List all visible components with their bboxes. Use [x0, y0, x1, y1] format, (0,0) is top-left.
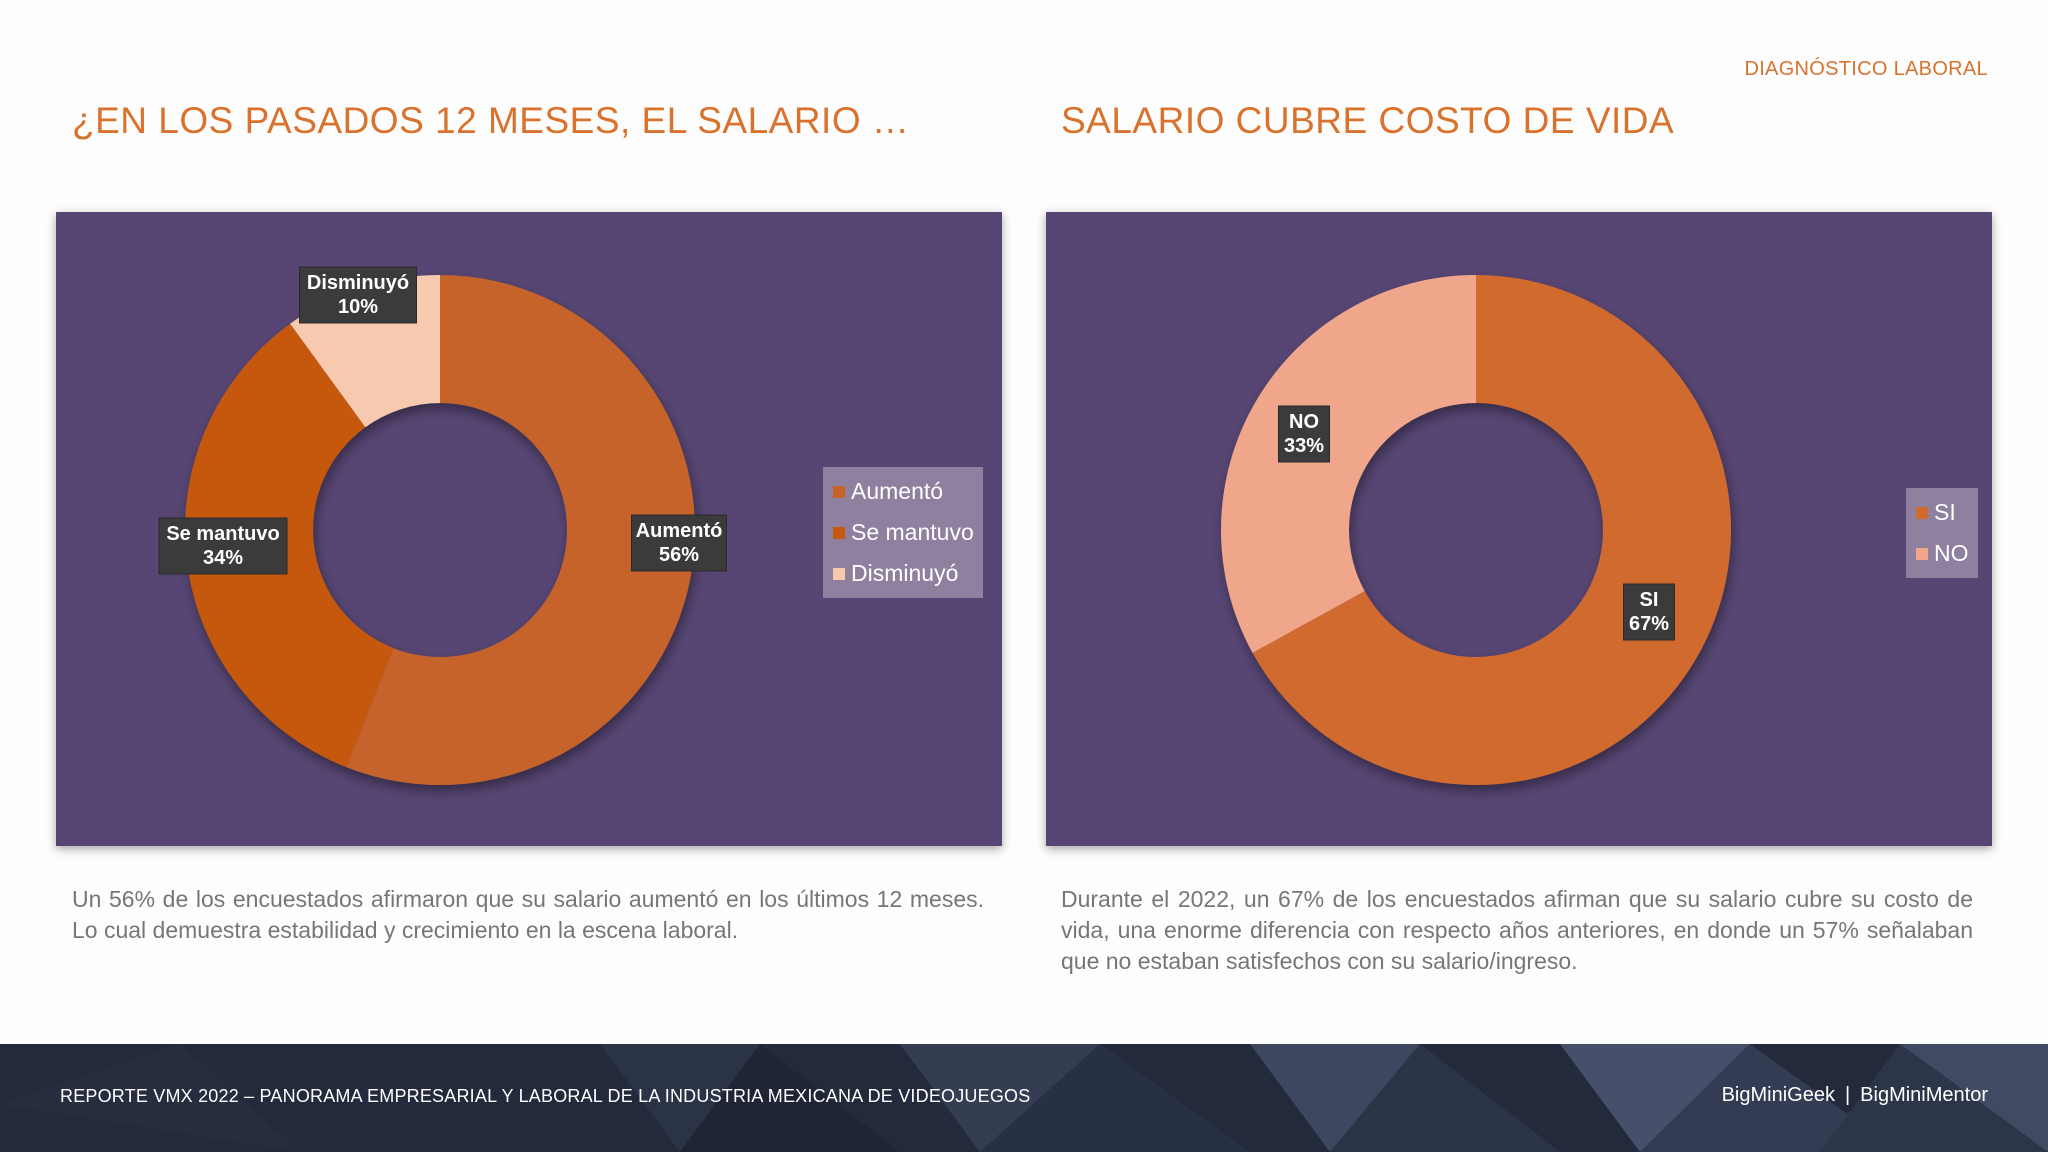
- slice-aumento: [346, 275, 696, 785]
- legend-label: Aumentó: [851, 478, 944, 504]
- legend-item-si: SI: [1916, 492, 1969, 533]
- legend-item-disminuyo: Disminuyó: [833, 553, 974, 594]
- data-label-box: [1278, 405, 1330, 463]
- cost-of-living-chart: SI 67% NO 33% SI NO: [1046, 212, 1992, 846]
- data-label-category: NO: [1289, 411, 1319, 433]
- legend-item-aumento: Aumentó: [833, 471, 974, 512]
- legend-swatch: [833, 526, 845, 539]
- left-panel-description: Un 56% de los encuestados afirmaron que …: [72, 886, 984, 943]
- data-label-value: 34%: [203, 547, 243, 569]
- data-label-box: [158, 517, 288, 575]
- legend-swatch: [1916, 547, 1928, 560]
- data-label-box: [299, 266, 417, 324]
- data-label-value: 10%: [338, 296, 378, 318]
- data-label-value: 67%: [1629, 613, 1669, 635]
- data-label-value: 56%: [659, 544, 699, 566]
- legend-item-se-mantuvo: Se mantuvo: [833, 512, 974, 553]
- data-label-category: Disminuyó: [307, 272, 409, 294]
- legend-label: NO: [1934, 540, 1969, 566]
- data-label-value: 33%: [1284, 435, 1324, 457]
- legend-label: Se mantuvo: [851, 519, 974, 545]
- legend-swatch: [833, 567, 845, 580]
- report-title: REPORTE VMX 2022 – PANORAMA EMPRESARIAL …: [60, 1086, 1031, 1106]
- legend-swatch: [833, 485, 845, 498]
- data-label-box: [1623, 583, 1675, 641]
- brand-bigminimentor: BigMiniMentor: [1860, 1084, 1988, 1106]
- data-label-box: [631, 514, 727, 572]
- data-label-category: Aumentó: [636, 520, 723, 542]
- data-label-category: SI: [1640, 589, 1659, 611]
- brand-bigminigeek: BigMiniGeek: [1721, 1084, 1835, 1106]
- salary-change-chart: Aumentó 56% Se mantuvo 34% Disminuyó 10% Aume…: [56, 212, 1002, 846]
- legend-swatch: [1916, 506, 1928, 519]
- section-label: DIAGNÓSTICO LABORAL: [1744, 58, 1988, 80]
- cost-of-living-legend: SI NO: [1906, 488, 1978, 578]
- legend-item-no: NO: [1916, 533, 1969, 574]
- slice-se-mantuvo: [184, 323, 394, 768]
- right-panel-description: Durante el 2022, un 67% de los encuestad…: [1061, 886, 1973, 974]
- footer-brands: BigMiniGeek | BigMiniMentor: [1722, 1084, 1988, 1107]
- right-panel-title: SALARIO CUBRE COSTO DE VIDA: [1061, 100, 1675, 141]
- footer-pattern: [0, 1044, 2048, 1152]
- brand-separator: |: [1844, 1084, 1851, 1106]
- slice-no: [1221, 275, 1476, 653]
- legend-label: Disminuyó: [851, 560, 959, 586]
- legend-label: SI: [1934, 499, 1956, 525]
- left-panel-title: ¿EN LOS PASADOS 12 MESES, EL SALARIO …: [72, 100, 910, 141]
- footer-bar: REPORTE VMX 2022 – PANORAMA EMPRESARIAL …: [0, 1044, 2048, 1152]
- salary-change-legend: Aumentó Se mantuvo Disminuyó: [823, 467, 983, 598]
- data-label-category: Se mantuvo: [166, 523, 279, 545]
- slice-si: [1252, 275, 1731, 786]
